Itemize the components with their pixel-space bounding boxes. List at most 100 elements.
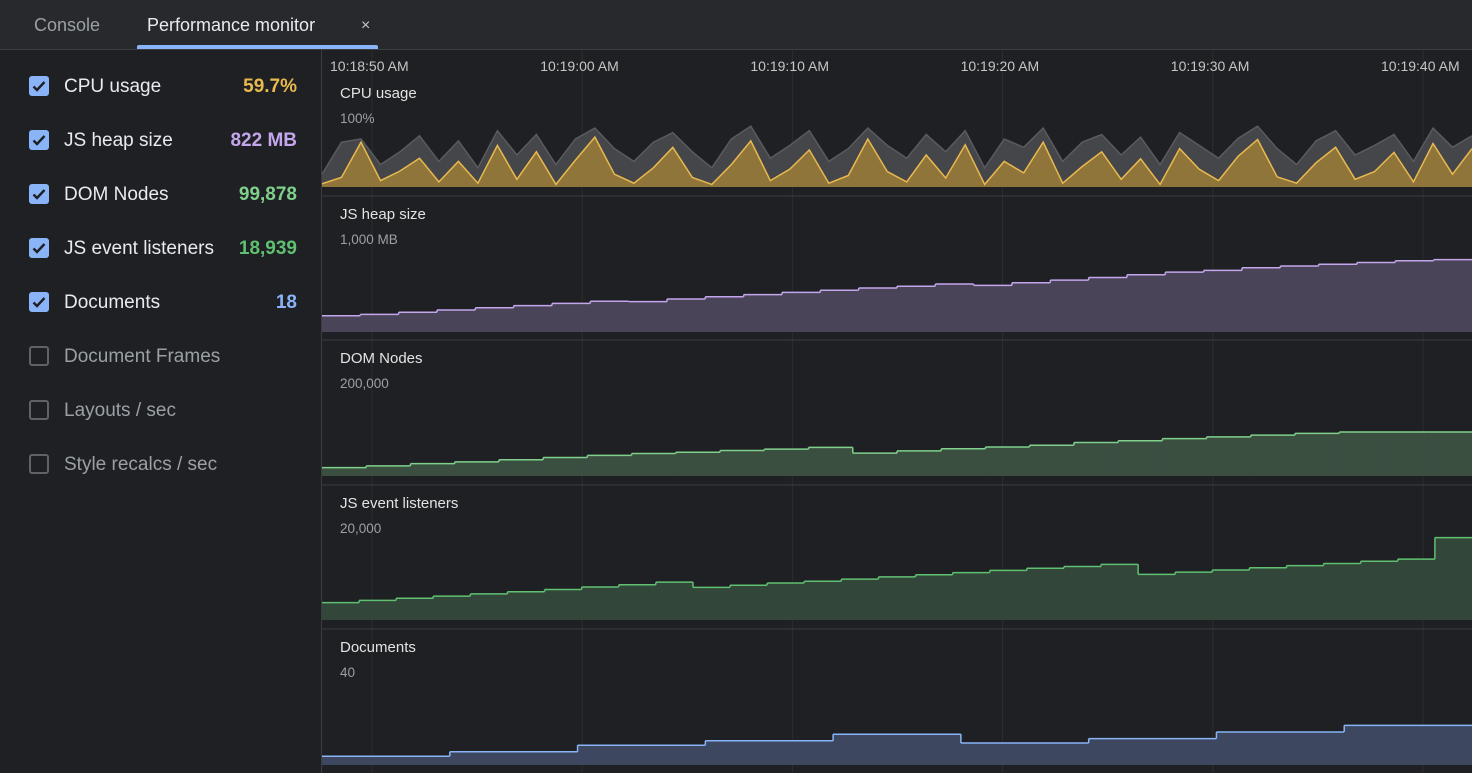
step-area <box>915 574 954 620</box>
step-area <box>433 596 471 620</box>
step-area <box>1029 445 1075 476</box>
step-area <box>720 450 765 476</box>
checkbox[interactable] <box>29 184 49 204</box>
metric-value: 18 <box>275 292 297 313</box>
step-area <box>897 450 942 476</box>
step-area <box>552 303 591 332</box>
check-mark <box>32 243 46 254</box>
step-area <box>1203 270 1243 332</box>
time-label: 10:19:30 AM <box>1171 58 1250 74</box>
step-area <box>1165 272 1205 332</box>
metric-label: Layouts / sec <box>64 400 176 421</box>
checkbox[interactable] <box>29 454 49 474</box>
step-area <box>1295 433 1340 476</box>
checkbox[interactable] <box>29 400 49 420</box>
step-area <box>1433 259 1472 332</box>
metric-label: DOM Nodes <box>64 184 169 205</box>
check-mark <box>32 135 46 146</box>
check-mark <box>32 189 46 200</box>
step-area <box>1216 732 1345 765</box>
step-area <box>1357 262 1396 332</box>
step-area <box>322 315 361 332</box>
checkbox[interactable] <box>29 238 49 258</box>
step-area <box>667 299 706 332</box>
step-area <box>470 593 508 620</box>
step-area <box>655 582 694 620</box>
step-area <box>692 587 731 620</box>
step-area <box>498 459 544 476</box>
step-area <box>1249 567 1288 620</box>
tab[interactable]: Performance monitor <box>147 15 316 35</box>
checkbox[interactable] <box>29 76 49 96</box>
step-area <box>1063 566 1102 620</box>
step-area <box>705 740 834 765</box>
step-area <box>897 286 936 332</box>
step-area <box>581 586 620 620</box>
metric-row: JS heap size 822 MB <box>0 125 321 155</box>
step-area <box>1026 568 1065 620</box>
step-area <box>852 453 898 476</box>
time-label: 10:19:20 AM <box>961 58 1040 74</box>
step-area <box>730 585 768 620</box>
metric-value: 59.7% <box>243 76 297 97</box>
metric-label: Documents <box>64 292 161 313</box>
step-area <box>764 449 810 476</box>
chart-title: DOM Nodes <box>340 350 423 367</box>
chart-max-label: 200,000 <box>340 376 389 391</box>
metric-row: Document Frames <box>0 341 321 371</box>
check-mark <box>32 297 46 308</box>
step-area <box>628 301 668 332</box>
metric-value: 18,939 <box>238 238 297 259</box>
step-area <box>952 572 991 620</box>
step-area <box>1012 282 1051 332</box>
step-area <box>878 576 917 620</box>
step-area <box>1318 264 1358 332</box>
step-area <box>1339 432 1385 476</box>
tab[interactable]: Console <box>34 15 101 35</box>
time-label: 10:18:50 AM <box>330 58 409 74</box>
step-area <box>973 285 1013 332</box>
check-mark <box>32 81 46 92</box>
checkbox[interactable] <box>29 292 49 312</box>
chart-title: JS heap size <box>340 206 426 223</box>
cpu-area <box>322 137 1472 187</box>
step-area <box>1050 280 1090 332</box>
chart-title: JS event listeners <box>340 495 458 512</box>
metric-value: 99,878 <box>238 184 297 205</box>
step-area <box>1434 537 1472 620</box>
metric-row: JS event listeners 18,939 <box>0 233 321 263</box>
metric-row: Layouts / sec <box>0 395 321 425</box>
step-area <box>322 602 360 620</box>
step-area <box>808 447 854 476</box>
step-area <box>1138 574 1176 620</box>
checkbox[interactable] <box>29 346 49 366</box>
step-area <box>577 745 706 765</box>
step-area <box>366 465 411 476</box>
step-area <box>631 453 677 476</box>
step-area <box>1286 565 1325 620</box>
step-area <box>587 455 633 476</box>
chart-max-label: 100% <box>340 111 375 126</box>
step-area <box>960 743 1090 765</box>
active-tab-indicator <box>137 45 378 49</box>
step-area <box>590 301 630 332</box>
step-area <box>475 307 515 332</box>
checkbox[interactable] <box>29 130 49 150</box>
step-area <box>989 570 1028 620</box>
step-area <box>1073 442 1119 476</box>
step-area <box>1162 438 1208 476</box>
step-area <box>1212 569 1250 620</box>
step-area <box>841 579 879 620</box>
step-area <box>1323 563 1362 620</box>
metric-row: DOM Nodes 99,878 <box>0 179 321 209</box>
step-area <box>1206 436 1252 476</box>
step-area <box>437 310 476 332</box>
step-area <box>410 463 456 476</box>
metric-label: Style recalcs / sec <box>64 454 218 475</box>
close-tab[interactable]: × <box>361 17 371 34</box>
step-area <box>1250 435 1296 476</box>
step-area <box>1242 267 1281 332</box>
step-area <box>360 314 400 332</box>
step-area <box>1280 266 1320 332</box>
